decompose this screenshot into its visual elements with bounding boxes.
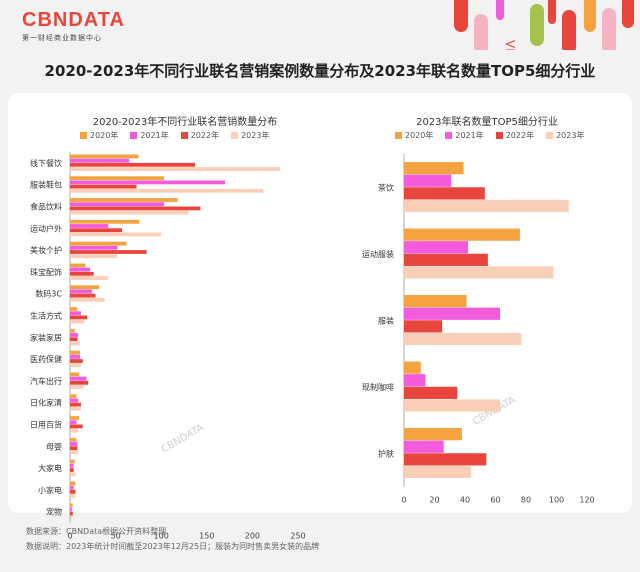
logo: CBNDATA 第一财经商业数据中心	[22, 10, 125, 43]
legend-2022: 2022年	[495, 130, 534, 141]
left-x-tick-label: 200	[245, 532, 260, 541]
legend-2020: 2020年	[395, 130, 433, 141]
left-x-tick-label: 150	[199, 532, 214, 541]
logo-subtitle: 第一财经商业数据中心	[22, 34, 102, 42]
right-legend: 2020年 2021年 2022年 2023年	[395, 130, 584, 141]
right-chart-title: 2023年联名数量TOP5细分行业	[416, 117, 558, 128]
header-decoration: VING	[448, 0, 640, 50]
footer-source: 数据来源：CBNData根据公开资料整理	[26, 527, 167, 536]
left-x-tick-label: 250	[290, 532, 305, 541]
left-bar-2023-宠物	[70, 515, 72, 520]
chart-panel	[8, 93, 632, 513]
legend-2021: 2021年	[130, 130, 169, 141]
legend-2021: 2021年	[445, 130, 484, 141]
left-legend: 2020年 2021年 2022年 2023年	[80, 130, 269, 141]
legend-2023: 2023年	[231, 130, 269, 141]
page-title: 2020-2023年不同行业联名营销案例数量分布及2023年联名数量TOP5细分…	[44, 62, 596, 80]
footer-note: 数据说明：2023年统计时间截至2023年12月25日；服装为同时售卖男女装的品…	[26, 542, 320, 551]
legend-2022: 2022年	[180, 130, 219, 141]
header-deco-text: VING	[503, 40, 517, 50]
legend-2020: 2020年	[80, 130, 118, 141]
logo-brand: CBNDATA	[22, 9, 125, 31]
left-chart-title: 2020-2023年不同行业联名营销数量分布	[92, 117, 278, 128]
legend-2023: 2023年	[546, 130, 584, 141]
